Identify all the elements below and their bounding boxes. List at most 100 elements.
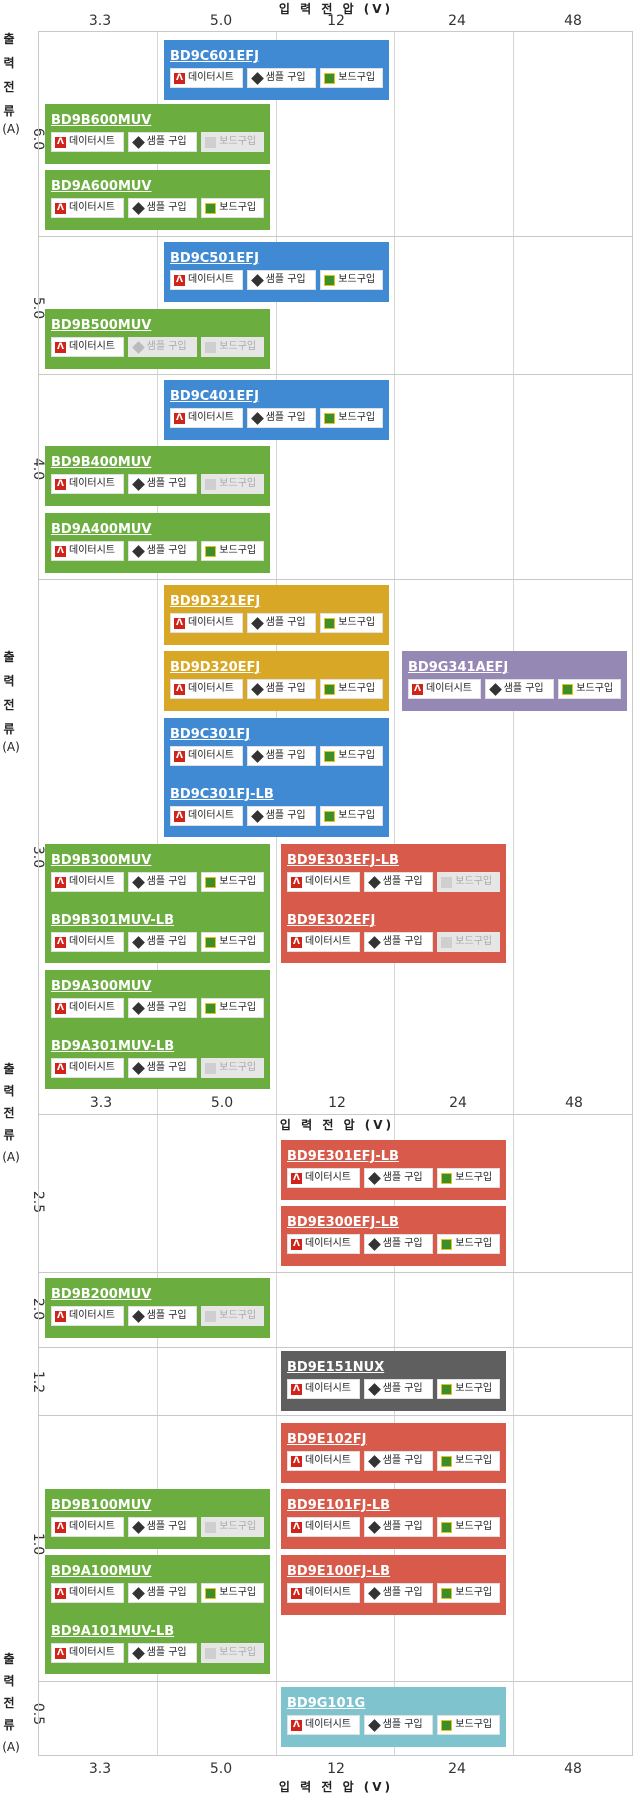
datasheet-button[interactable]: Λ 데이터시트 <box>170 746 243 766</box>
product-name-link[interactable]: BD9E101FJ-LB <box>287 1498 391 1513</box>
datasheet-button[interactable]: Λ 데이터시트 <box>287 1451 360 1471</box>
sample-purchase-button[interactable]: 샘플 구입 <box>484 679 555 699</box>
sample-purchase-button[interactable]: 샘플 구입 <box>363 1583 434 1603</box>
product-name-link[interactable]: BD9E301EFJ-LB <box>287 1149 399 1164</box>
datasheet-button[interactable]: Λ 데이터시트 <box>51 1058 124 1078</box>
board-purchase-button[interactable]: 보드구입 <box>320 746 383 766</box>
product-name-link[interactable]: BD9B200MUV <box>51 1287 152 1302</box>
datasheet-button[interactable]: Λ 데이터시트 <box>51 132 124 152</box>
datasheet-button[interactable]: Λ 데이터시트 <box>287 1517 360 1537</box>
sample-purchase-button[interactable]: 샘플 구입 <box>127 872 198 892</box>
datasheet-button[interactable]: Λ 데이터시트 <box>170 806 243 826</box>
datasheet-button[interactable]: Λ 데이터시트 <box>287 1234 360 1254</box>
sample-purchase-button[interactable]: 샘플 구입 <box>246 270 317 290</box>
product-name-link[interactable]: BD9E303EFJ-LB <box>287 853 399 868</box>
datasheet-button[interactable]: Λ 데이터시트 <box>51 337 124 357</box>
board-purchase-button[interactable]: 보드구입 <box>201 198 264 218</box>
datasheet-button[interactable]: Λ 데이터시트 <box>51 932 124 952</box>
datasheet-button[interactable]: Λ 데이터시트 <box>287 1583 360 1603</box>
sample-purchase-button[interactable]: 샘플 구입 <box>363 872 434 892</box>
board-purchase-button[interactable]: 보드구입 <box>201 998 264 1018</box>
board-purchase-button[interactable]: 보드구입 <box>437 1168 500 1188</box>
sample-purchase-button[interactable]: 샘플 구입 <box>127 1517 198 1537</box>
product-name-link[interactable]: BD9B100MUV <box>51 1498 152 1513</box>
board-purchase-button[interactable]: 보드구입 <box>437 1715 500 1735</box>
sample-purchase-button[interactable]: 샘플 구입 <box>127 998 198 1018</box>
product-name-link[interactable]: BD9G341AEFJ <box>408 660 509 675</box>
board-purchase-button[interactable]: 보드구입 <box>437 1517 500 1537</box>
sample-purchase-button[interactable]: 샘플 구입 <box>363 1168 434 1188</box>
sample-purchase-button[interactable]: 샘플 구입 <box>246 679 317 699</box>
sample-purchase-button[interactable]: 샘플 구입 <box>363 1379 434 1399</box>
sample-purchase-button[interactable]: 샘플 구입 <box>363 1517 434 1537</box>
sample-purchase-button[interactable]: 샘플 구입 <box>127 932 198 952</box>
board-purchase-button[interactable]: 보드구입 <box>201 932 264 952</box>
product-name-link[interactable]: BD9B500MUV <box>51 318 152 333</box>
board-purchase-button[interactable]: 보드구입 <box>320 270 383 290</box>
product-name-link[interactable]: BD9B400MUV <box>51 455 152 470</box>
board-purchase-button[interactable]: 보드구입 <box>437 1234 500 1254</box>
sample-purchase-button[interactable]: 샘플 구입 <box>127 198 198 218</box>
product-name-link[interactable]: BD9E302EFJ <box>287 913 376 928</box>
product-name-link[interactable]: BD9C401EFJ <box>170 389 260 404</box>
product-name-link[interactable]: BD9G101G <box>287 1696 366 1711</box>
sample-purchase-button[interactable]: 샘플 구입 <box>363 1234 434 1254</box>
sample-purchase-button[interactable]: 샘플 구입 <box>363 932 434 952</box>
sample-purchase-button[interactable]: 샘플 구입 <box>127 1583 198 1603</box>
board-purchase-button[interactable]: 보드구입 <box>320 806 383 826</box>
datasheet-button[interactable]: Λ 데이터시트 <box>51 541 124 561</box>
datasheet-button[interactable]: Λ 데이터시트 <box>51 1306 124 1326</box>
board-purchase-button[interactable]: 보드구입 <box>437 1379 500 1399</box>
datasheet-button[interactable]: Λ 데이터시트 <box>51 474 124 494</box>
product-name-link[interactable]: BD9C501EFJ <box>170 251 260 266</box>
sample-purchase-button[interactable]: 샘플 구입 <box>363 1715 434 1735</box>
sample-purchase-button[interactable]: 샘플 구입 <box>363 1451 434 1471</box>
datasheet-button[interactable]: Λ 데이터시트 <box>170 408 243 428</box>
board-purchase-button[interactable]: 보드구입 <box>558 679 621 699</box>
datasheet-button[interactable]: Λ 데이터시트 <box>51 198 124 218</box>
datasheet-button[interactable]: Λ 데이터시트 <box>51 872 124 892</box>
datasheet-button[interactable]: Λ 데이터시트 <box>287 932 360 952</box>
board-purchase-button[interactable]: 보드구입 <box>201 541 264 561</box>
sample-purchase-button[interactable]: 샘플 구입 <box>127 474 198 494</box>
board-purchase-button[interactable]: 보드구입 <box>320 408 383 428</box>
sample-purchase-button[interactable]: 샘플 구입 <box>127 541 198 561</box>
product-name-link[interactable]: BD9A100MUV <box>51 1564 152 1579</box>
sample-purchase-button[interactable]: 샘플 구입 <box>246 408 317 428</box>
product-name-link[interactable]: BD9D321EFJ <box>170 594 261 609</box>
datasheet-button[interactable]: Λ 데이터시트 <box>287 1379 360 1399</box>
product-name-link[interactable]: BD9C601EFJ <box>170 49 260 64</box>
sample-purchase-button[interactable]: 샘플 구입 <box>127 1643 198 1663</box>
product-name-link[interactable]: BD9A400MUV <box>51 522 152 537</box>
datasheet-button[interactable]: Λ 데이터시트 <box>408 679 481 699</box>
datasheet-button[interactable]: Λ 데이터시트 <box>287 872 360 892</box>
datasheet-button[interactable]: Λ 데이터시트 <box>287 1168 360 1188</box>
datasheet-button[interactable]: Λ 데이터시트 <box>170 613 243 633</box>
product-name-link[interactable]: BD9D320EFJ <box>170 660 261 675</box>
board-purchase-button[interactable]: 보드구입 <box>437 1583 500 1603</box>
sample-purchase-button[interactable]: 샘플 구입 <box>127 132 198 152</box>
product-name-link[interactable]: BD9B600MUV <box>51 113 152 128</box>
datasheet-button[interactable]: Λ 데이터시트 <box>287 1715 360 1735</box>
board-purchase-button[interactable]: 보드구입 <box>437 1451 500 1471</box>
datasheet-button[interactable]: Λ 데이터시트 <box>51 1643 124 1663</box>
product-name-link[interactable]: BD9E102FJ <box>287 1432 367 1447</box>
product-name-link[interactable]: BD9C301FJ <box>170 727 251 742</box>
board-purchase-button[interactable]: 보드구입 <box>320 68 383 88</box>
datasheet-button[interactable]: Λ 데이터시트 <box>170 270 243 290</box>
board-purchase-button[interactable]: 보드구입 <box>320 679 383 699</box>
sample-purchase-button[interactable]: 샘플 구입 <box>246 746 317 766</box>
product-name-link[interactable]: BD9C301FJ-LB <box>170 787 274 802</box>
sample-purchase-button[interactable]: 샘플 구입 <box>246 68 317 88</box>
sample-purchase-button[interactable]: 샘플 구입 <box>246 613 317 633</box>
product-name-link[interactable]: BD9A301MUV-LB <box>51 1039 175 1054</box>
board-purchase-button[interactable]: 보드구입 <box>201 872 264 892</box>
product-name-link[interactable]: BD9A600MUV <box>51 179 152 194</box>
sample-purchase-button[interactable]: 샘플 구입 <box>246 806 317 826</box>
product-name-link[interactable]: BD9B301MUV-LB <box>51 913 174 928</box>
product-name-link[interactable]: BD9B300MUV <box>51 853 152 868</box>
datasheet-button[interactable]: Λ 데이터시트 <box>51 1583 124 1603</box>
board-purchase-button[interactable]: 보드구입 <box>320 613 383 633</box>
product-name-link[interactable]: BD9E151NUX <box>287 1360 385 1375</box>
product-name-link[interactable]: BD9E100FJ-LB <box>287 1564 391 1579</box>
